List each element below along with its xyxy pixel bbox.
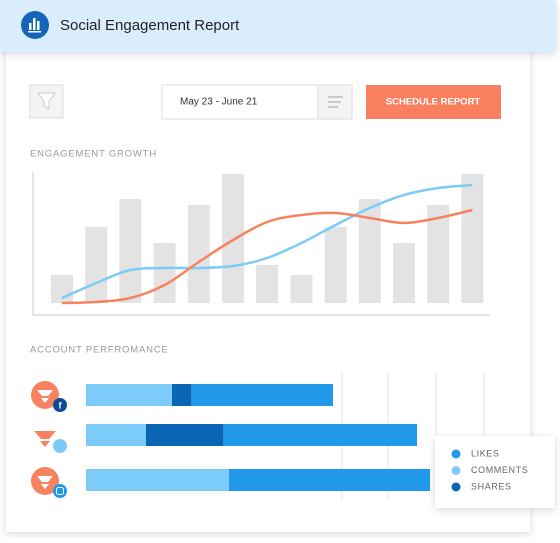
bar [393,243,415,303]
bar-segment [86,384,172,406]
bar [358,199,381,303]
line [61,183,473,300]
legend-label: LIKES [471,448,500,458]
bar [222,174,244,303]
bar [427,205,450,303]
filter-icon [37,92,56,110]
bar-segment [191,384,333,406]
section-title: ENGAGEMENT GROWTH [30,149,157,160]
bar [461,174,484,303]
bar-segment [146,424,223,446]
bar [51,275,73,303]
legend-swatch [451,482,461,492]
account-icons: f [31,381,67,498]
bar-segment [86,469,229,491]
legend-label: COMMENTS [471,465,528,475]
section-title: ACCOUNT PERFROMANCE [30,345,169,356]
bar-segment [223,424,417,446]
header [0,0,556,52]
bar [85,227,108,303]
legend-swatch [451,466,461,475]
bar [153,243,176,303]
schedule-button-label: SCHEDULE REPORT [386,97,481,108]
bar [324,227,347,303]
logo-glyph [28,18,41,33]
line [61,208,473,305]
bar [290,275,313,303]
menu-icon [328,96,343,108]
bar-segment [229,469,430,491]
legend-swatch [451,449,461,459]
filter-button[interactable] [29,84,64,119]
svg-text:f: f [59,400,63,410]
schedule-button[interactable] [366,85,501,119]
header-title: Social Engagement Report [60,17,240,34]
bar [119,199,142,303]
bar [187,205,210,303]
date-range: May 23 - June 21 [180,97,258,108]
bar-segment [86,424,146,446]
bar-segment [172,384,191,406]
legend-label: SHARES [471,481,512,491]
bar [256,265,279,303]
